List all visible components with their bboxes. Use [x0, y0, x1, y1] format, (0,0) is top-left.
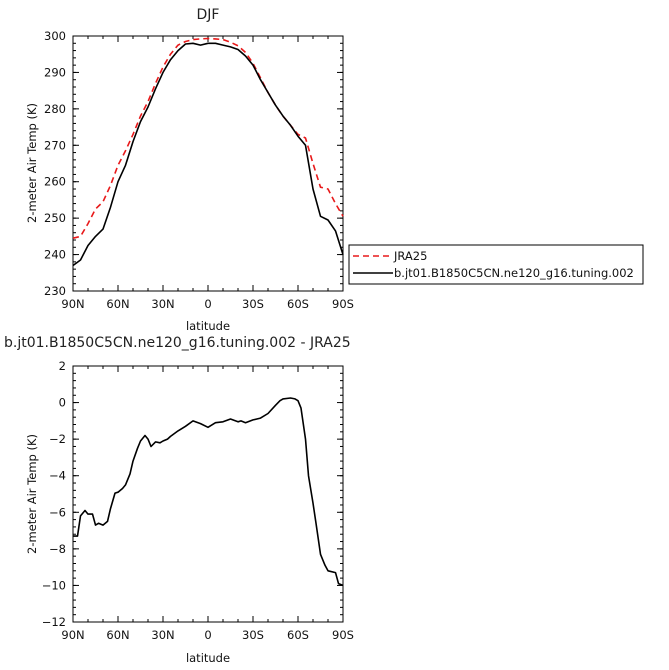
y-tick-label-bottom: 0	[59, 396, 66, 410]
y-tick-label-bottom: −12	[42, 615, 66, 629]
x-tick-label-bottom: 30N	[151, 628, 174, 642]
legend-label-model: b.jt01.B1850C5CN.ne120_g16.tuning.002	[394, 266, 634, 280]
y-tick-label-bottom: −10	[42, 578, 66, 592]
y-tick-label-top: 230	[44, 284, 66, 298]
plot-frame-bottom	[72, 365, 344, 623]
x-tick-label-bottom: 0	[204, 628, 211, 642]
y-tick-label-top: 250	[44, 211, 66, 225]
chart-title-bottom: b.jt01.B1850C5CN.ne120_g16.tuning.002 - …	[4, 335, 351, 351]
y-tick-label-top: 260	[44, 175, 66, 189]
plot-frame-top	[72, 35, 344, 292]
series-group-bottom	[73, 397, 344, 587]
axis-ticks-top: 90N 60N 30N 0 30S 60S 90S 230 240 250 260 270 280 290…	[44, 29, 354, 311]
y-tick-label-top: 240	[44, 248, 66, 262]
series-line-top-0	[72, 37, 344, 239]
x-tick-label-bottom: 60S	[287, 628, 309, 642]
legend: JRA25 b.jt01.B1850C5CN.ne120_g16.tuning.…	[348, 244, 644, 285]
y-tick-label-bottom: −8	[49, 542, 66, 556]
x-tick-label-top: 0	[204, 297, 211, 311]
y-tick-label-top: 280	[44, 102, 66, 116]
x-tick-label-top: 90N	[61, 297, 84, 311]
y-tick-label-top: 300	[44, 29, 66, 43]
y-tick-label-bottom: −2	[49, 432, 66, 446]
y-tick-label-top: 290	[44, 65, 66, 79]
x-tick-label-top: 60N	[106, 297, 129, 311]
x-tick-label-top: 30S	[242, 297, 264, 311]
series-group-top	[72, 37, 344, 267]
y-tick-label-bottom: 2	[59, 359, 66, 373]
panel-top: DJF 90N 60N 30N 0 30S 60S 90S 230 240 250 260 270 28…	[25, 7, 354, 333]
x-tick-label-top: 30N	[151, 297, 174, 311]
series-line-top-1	[72, 42, 344, 267]
series-line-bottom-0	[73, 397, 344, 587]
x-tick-label-top: 60S	[287, 297, 309, 311]
x-tick-label-bottom: 60N	[106, 628, 129, 642]
x-tick-label-bottom: 90N	[61, 628, 84, 642]
x-tick-label-top: 90S	[332, 297, 354, 311]
x-axis-label-bottom: latitude	[186, 651, 230, 665]
chart-title-top: DJF	[197, 7, 220, 23]
y-tick-label-bottom: −6	[49, 505, 66, 519]
y-tick-label-top: 270	[44, 138, 66, 152]
legend-label-jra25: JRA25	[393, 249, 427, 263]
axis-ticks-bottom: 90N 60N 30N 0 30S 60S 90S −12 −10 −8 −6 −4 −2 0 2	[42, 359, 354, 642]
x-tick-label-bottom: 90S	[332, 628, 354, 642]
legend-box	[348, 244, 644, 285]
y-tick-label-bottom: −4	[49, 469, 66, 483]
y-axis-label-top: 2-meter Air Temp (K)	[25, 103, 39, 223]
panel-bottom: b.jt01.B1850C5CN.ne120_g16.tuning.002 - …	[4, 335, 354, 665]
x-tick-label-bottom: 30S	[242, 628, 264, 642]
y-axis-label-bottom: 2-meter Air Temp (K)	[25, 434, 39, 554]
x-axis-label-top: latitude	[186, 319, 230, 333]
